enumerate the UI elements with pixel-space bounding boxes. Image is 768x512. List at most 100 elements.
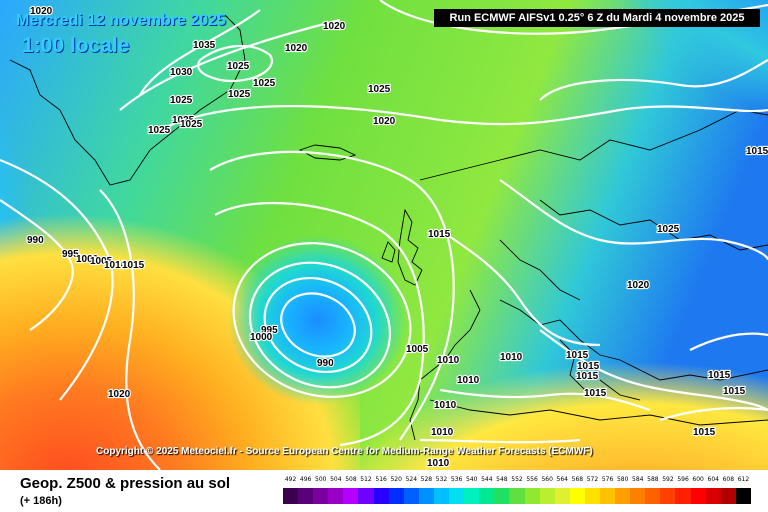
isobar-label: 1025 (180, 119, 203, 130)
legend-color-cell (494, 488, 510, 504)
legend-bar (283, 488, 751, 504)
isobar-label: 990 (317, 358, 334, 369)
legend-color-cell (343, 488, 359, 504)
copyright-notice: Copyright © 2025 Meteociel.fr - Source E… (96, 446, 593, 457)
isobar-label: 1025 (170, 95, 193, 106)
isobar-label: 990 (27, 235, 44, 246)
isobar-label: 1010 (431, 427, 454, 438)
coastlines (9, 14, 768, 441)
legend-color-cell (645, 488, 661, 504)
map-title: Geop. Z500 & pression au sol (20, 475, 231, 492)
legend-tick-label: 532 (435, 476, 448, 483)
legend-color-cell (630, 488, 646, 504)
legend-tick-label: 584 (632, 476, 644, 483)
legend-tick-label: 504 (330, 476, 342, 483)
legend-color-cell (403, 488, 419, 504)
legend-color-cell (615, 488, 631, 504)
map-footer: Geop. Z500 & pression au sol (+ 186h) 49… (0, 470, 768, 512)
isobar-label: 1010 (104, 260, 127, 271)
legend-tick-label: 572 (586, 476, 599, 483)
cold-north-east (380, 0, 768, 300)
run-info: Run ECMWF AIFSv1 0.25° 6 Z du Mardi 4 no… (434, 9, 760, 27)
legend-color-cell (358, 488, 374, 504)
legend-color-cell (705, 488, 721, 504)
legend-tick-label: 492 (284, 476, 297, 483)
isobar-label: 1010 (457, 375, 480, 386)
legend-tick-label: 560 (541, 476, 553, 483)
forecast-date: Mercredi 12 novembre 2025 (16, 12, 226, 29)
isobar-label: 1015 (576, 371, 599, 382)
legend-color-cell (283, 488, 299, 504)
low-pressure-core (228, 235, 408, 405)
legend-tick-label: 588 (647, 476, 659, 483)
legend-color-cell (418, 488, 434, 504)
isobar-label: 1035 (193, 40, 216, 51)
legend-color-cell (433, 488, 450, 504)
legend-color-cell (479, 488, 495, 504)
legend-tick-label: 556 (526, 476, 538, 483)
legend-tick-label: 604 (707, 476, 719, 483)
isobar-label: 1025 (253, 78, 276, 89)
legend-color-cell (660, 488, 676, 504)
isobar-label: 1015 (566, 350, 589, 361)
isobar-label: 1025 (227, 61, 250, 72)
legend-tick-label: 564 (556, 476, 568, 483)
isobar-label: 1025 (657, 224, 680, 235)
legend-color-cell (313, 488, 329, 504)
forecast-offset: (+ 186h) (20, 495, 62, 507)
legend-tick-label: 516 (375, 476, 387, 483)
forecast-time: 1:00 locale (22, 34, 130, 57)
color-scale-legend: 492 496 500 504 508 512 516 520 524 528 532 536 540 5… (283, 476, 751, 506)
isobar-lines (0, 0, 768, 470)
isobar-label: 1015 (577, 361, 600, 372)
isobar-label: 1015 (584, 388, 607, 399)
legend-tick-label: 600 (692, 476, 704, 483)
legend-tick-label: 608 (722, 476, 735, 483)
pressure-map: 1020 1020 1020 1035 1030 1025 1025 1025 … (0, 0, 768, 470)
isobar-label: 1010 (500, 352, 523, 363)
warm-south-east (360, 290, 768, 470)
legend-color-cell (569, 488, 585, 504)
legend-tick-label: 496 (299, 476, 312, 483)
legend-color-cell (298, 488, 314, 504)
isobar-label: 1015 (693, 427, 716, 438)
legend-color-cell (720, 488, 736, 504)
isobar-label: 995 (261, 325, 278, 336)
isobar-label: 1025 (172, 115, 195, 126)
legend-color-cell (690, 488, 706, 504)
legend-color-cell (599, 488, 616, 504)
legend-color-cell (449, 488, 465, 504)
legend-tick-label: 544 (481, 476, 493, 483)
isobar-label: 1020 (373, 116, 396, 127)
isobar-label: 1015 (746, 146, 768, 157)
legend-tick-label: 512 (360, 476, 372, 483)
isobar-label: 1015 (122, 260, 145, 271)
isobar-label: 1000 (76, 254, 99, 265)
isobar-label: 1015 (708, 370, 731, 381)
legend-ticks: 492 496 500 504 508 512 516 520 524 528 532 536 540 5… (283, 476, 751, 486)
isobar-label: 1030 (170, 67, 193, 78)
isobar-label: 1000 (250, 332, 273, 343)
legend-tick-label: 568 (571, 476, 584, 483)
legend-tick-label: 540 (465, 476, 478, 483)
isobar-label: 1010 (427, 458, 450, 469)
isobar-label: 1005 (90, 256, 113, 267)
legend-color-cell (328, 488, 344, 504)
legend-color-cell (735, 488, 751, 504)
legend-color-cell (524, 488, 540, 504)
isobar-label: 1020 (30, 6, 53, 17)
isobar-label: 1010 (434, 400, 457, 411)
isobar-label: 1020 (323, 21, 346, 32)
isobar-label: 1020 (285, 43, 308, 54)
legend-color-cell (584, 488, 600, 504)
isobar-label: 1025 (368, 84, 391, 95)
isobar-label: 1025 (148, 125, 171, 136)
legend-tick-label: 520 (390, 476, 402, 483)
legend-color-cell (554, 488, 570, 504)
legend-tick-label: 536 (450, 476, 463, 483)
legend-tick-label: 500 (315, 476, 327, 483)
legend-color-cell (539, 488, 555, 504)
legend-tick-label: 552 (511, 476, 523, 483)
isobar-label: 1020 (627, 280, 650, 291)
